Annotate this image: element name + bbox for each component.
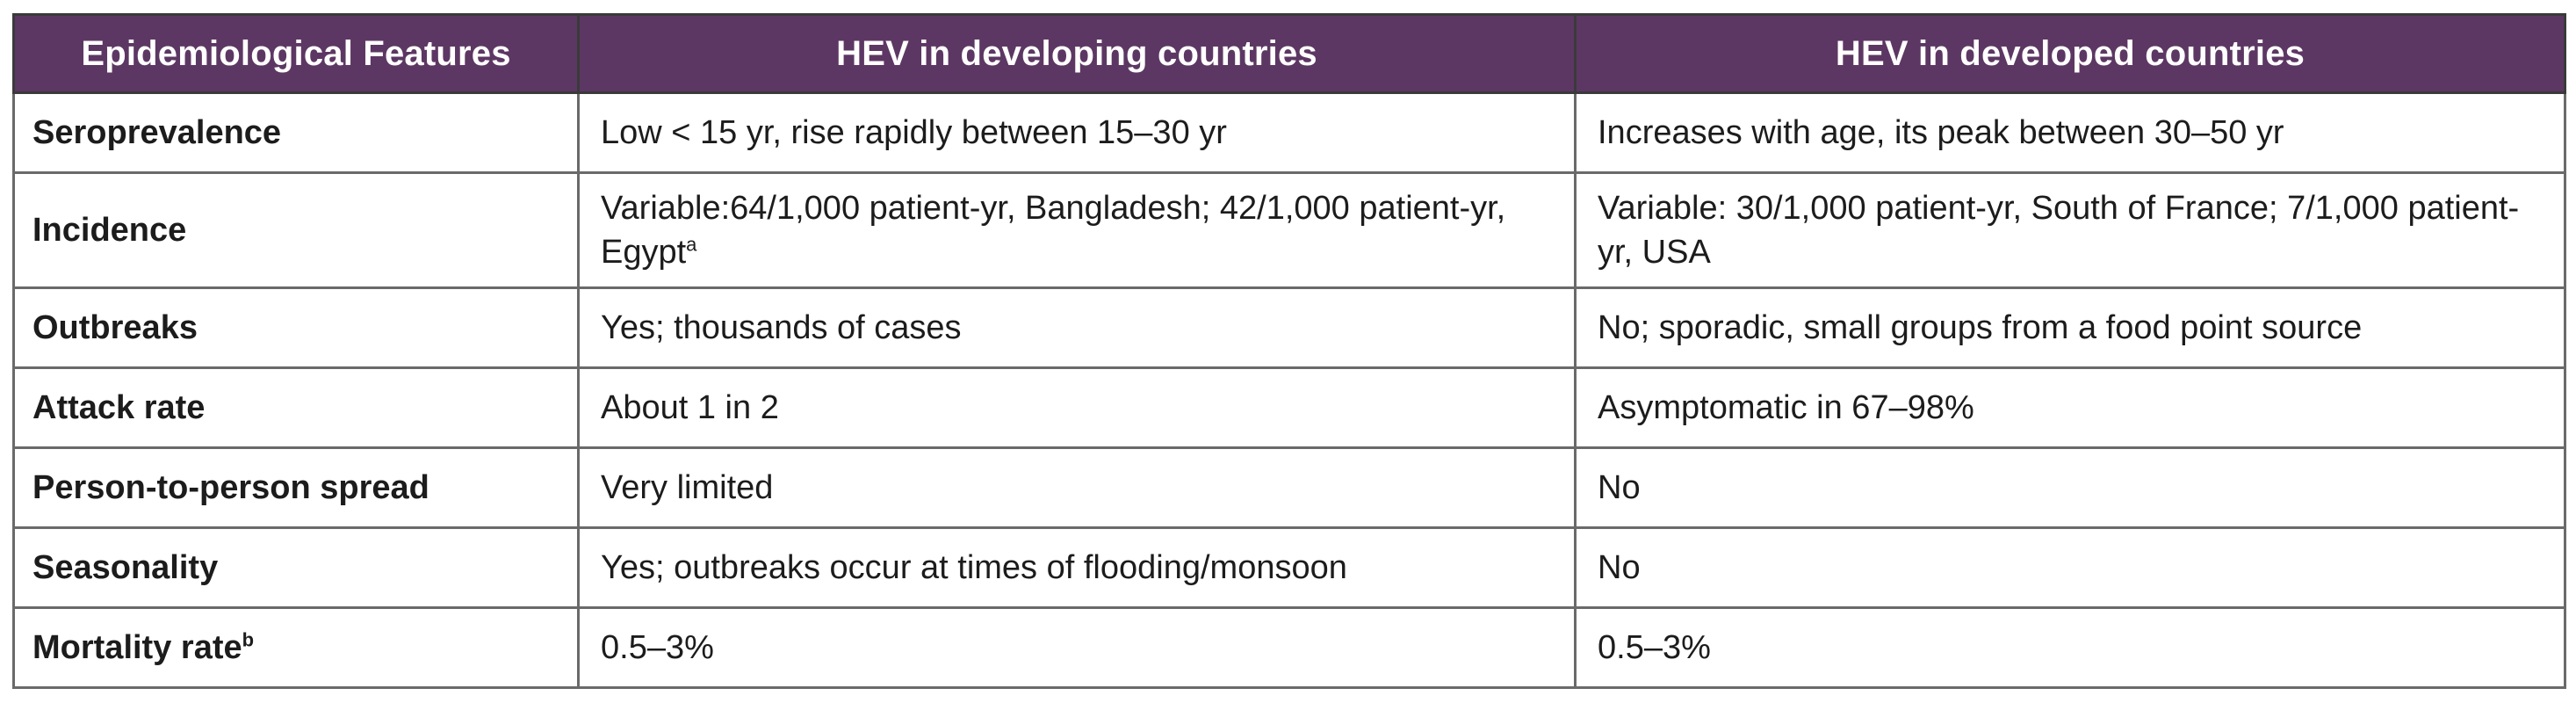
footnote-marker-b: b	[242, 628, 255, 651]
feature-label: Mortality rate	[32, 629, 242, 666]
row-feature: Seroprevalence	[12, 91, 580, 174]
developed-value: No; sporadic, small groups from a food p…	[1598, 309, 2363, 346]
developing-value: About 1 in 2	[601, 389, 779, 426]
developing-value: Variable:64/1,000 patient-yr, Bangladesh…	[601, 190, 1506, 271]
table-row: Person-to-person spread Very limited No	[12, 446, 2566, 529]
developed-value: No	[1598, 469, 1641, 506]
row-developing: 0.5–3%	[577, 606, 1577, 689]
developing-value: Yes; outbreaks occur at times of floodin…	[601, 549, 1347, 586]
row-developed: No	[1574, 446, 2566, 529]
row-developing: Variable:64/1,000 patient-yr, Bangladesh…	[577, 171, 1577, 289]
feature-label: Seasonality	[32, 549, 219, 586]
developing-value: Low < 15 yr, rise rapidly between 15–30 …	[601, 114, 1227, 151]
row-developing: Low < 15 yr, rise rapidly between 15–30 …	[577, 91, 1577, 174]
table-row: Seroprevalence Low < 15 yr, rise rapidly…	[12, 91, 2566, 174]
developing-value: Yes; thousands of cases	[601, 309, 962, 346]
developed-value: Increases with age, its peak between 30–…	[1598, 114, 2284, 151]
feature-label: Person-to-person spread	[32, 469, 429, 506]
row-feature: Attack rate	[12, 366, 580, 449]
feature-label: Seroprevalence	[32, 114, 282, 151]
developing-value: 0.5–3%	[601, 629, 714, 666]
row-developed: 0.5–3%	[1574, 606, 2566, 689]
epidemiology-table-container: Epidemiological Features HEV in developi…	[12, 13, 2566, 689]
developed-value: No	[1598, 549, 1641, 586]
header-epidemiological-features: Epidemiological Features	[12, 13, 580, 94]
header-hev-developing: HEV in developing countries	[577, 13, 1577, 94]
row-developing: Yes; outbreaks occur at times of floodin…	[577, 526, 1577, 609]
feature-label: Incidence	[32, 212, 187, 249]
row-feature: Person-to-person spread	[12, 446, 580, 529]
table-header: Epidemiological Features HEV in developi…	[12, 13, 2566, 94]
row-developing: Very limited	[577, 446, 1577, 529]
table-row: Outbreaks Yes; thousands of cases No; sp…	[12, 286, 2566, 369]
developed-value: Asymptomatic in 67–98%	[1598, 389, 1974, 426]
header-row: Epidemiological Features HEV in developi…	[12, 13, 2566, 94]
table-row: Incidence Variable:64/1,000 patient-yr, …	[12, 171, 2566, 289]
row-developed: No; sporadic, small groups from a food p…	[1574, 286, 2566, 369]
row-developed: No	[1574, 526, 2566, 609]
row-developing: Yes; thousands of cases	[577, 286, 1577, 369]
table-body: Seroprevalence Low < 15 yr, rise rapidly…	[12, 91, 2566, 689]
row-feature: Outbreaks	[12, 286, 580, 369]
row-developing: About 1 in 2	[577, 366, 1577, 449]
row-developed: Variable: 30/1,000 patient-yr, South of …	[1574, 171, 2566, 289]
row-developed: Increases with age, its peak between 30–…	[1574, 91, 2566, 174]
feature-label: Attack rate	[32, 389, 206, 426]
row-feature: Incidence	[12, 171, 580, 289]
developed-value: 0.5–3%	[1598, 629, 1711, 666]
row-developed: Asymptomatic in 67–98%	[1574, 366, 2566, 449]
developing-value: Very limited	[601, 469, 774, 506]
feature-label: Outbreaks	[32, 309, 198, 346]
developed-value: Variable: 30/1,000 patient-yr, South of …	[1598, 190, 2520, 271]
epidemiology-table: Epidemiological Features HEV in developi…	[12, 13, 2566, 689]
header-hev-developed: HEV in developed countries	[1574, 13, 2566, 94]
table-row: Attack rate About 1 in 2 Asymptomatic in…	[12, 366, 2566, 449]
row-feature: Seasonality	[12, 526, 580, 609]
footnote-marker-a: a	[686, 233, 697, 256]
table-row: Mortality rateb 0.5–3% 0.5–3%	[12, 606, 2566, 689]
row-feature: Mortality rateb	[12, 606, 580, 689]
table-row: Seasonality Yes; outbreaks occur at time…	[12, 526, 2566, 609]
